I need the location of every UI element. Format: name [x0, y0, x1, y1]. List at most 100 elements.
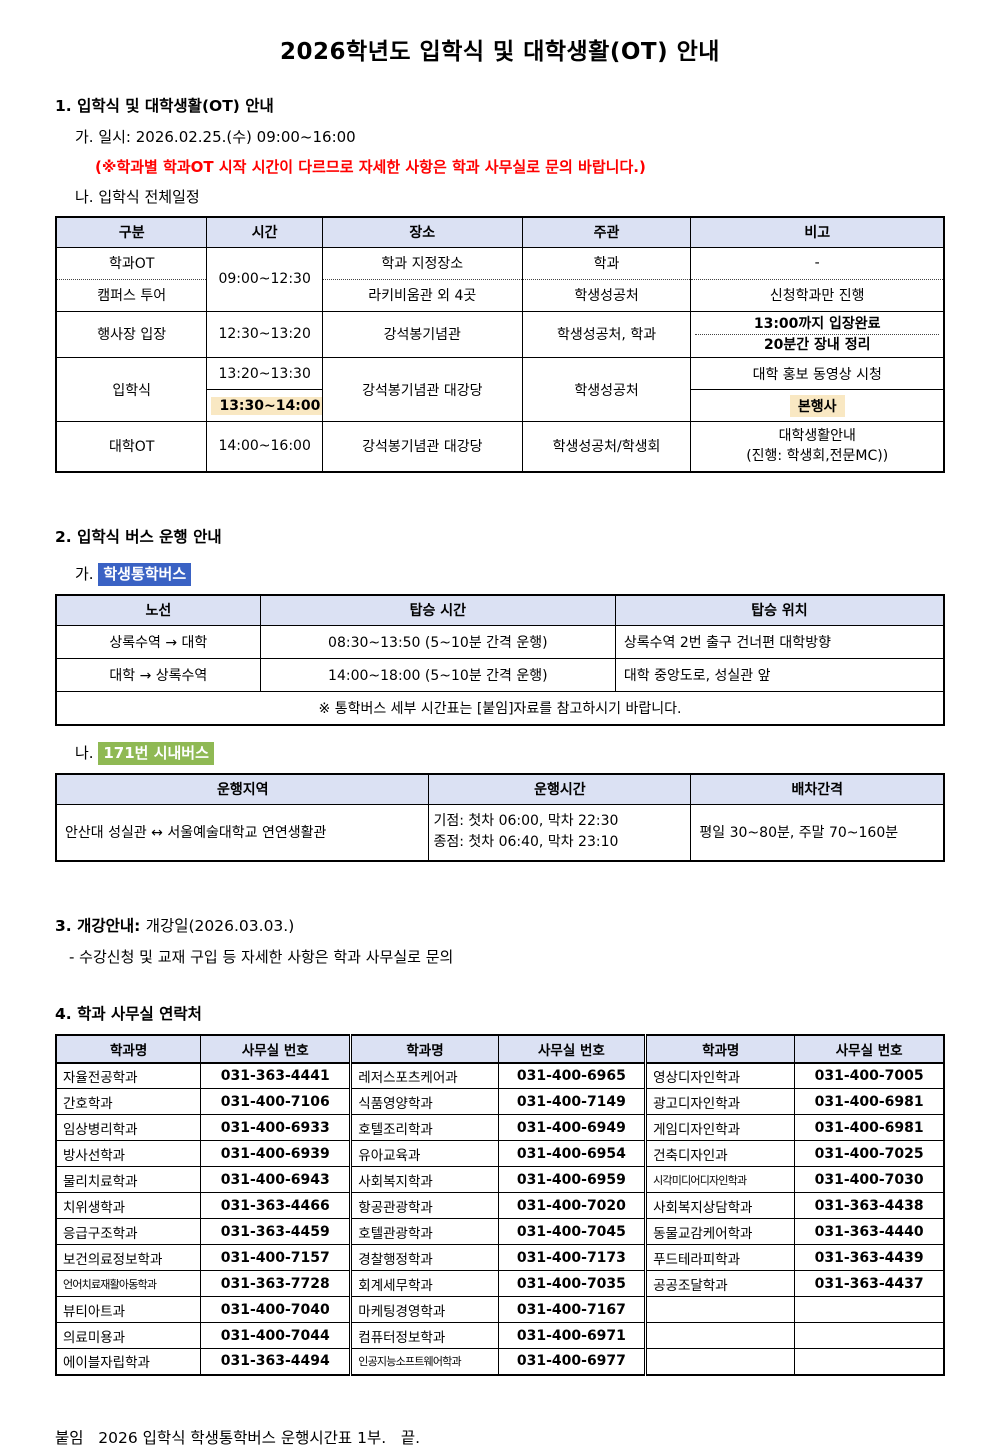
- cell-category: 입학식: [55, 357, 208, 423]
- dept-phone-cell: 031-400-6943: [200, 1166, 352, 1194]
- attachment-footer: 붙임 2026 입학식 학생통학버스 운행시간표 1부. 끝.: [55, 1428, 421, 1447]
- cell-host: 학과: [521, 246, 692, 280]
- schedule-row-ceremony-1: 입학식 13:20~13:30 강석봉기념관 대강당 학생성공처 대학 홍보 동…: [55, 357, 945, 423]
- dept-header-name: 학과명: [644, 1034, 796, 1064]
- dept-phone-cell: 031-363-4466: [200, 1192, 352, 1220]
- city-header-interval: 배차간격: [690, 773, 945, 806]
- schedule-row-univ-ot: 대학OT 14:00~16:00 강석봉기념관 대강당 학생성공처/학생회 대학…: [55, 421, 945, 473]
- schedule-header-place: 장소: [321, 216, 523, 248]
- section3-heading-normal: 개강일(2026.03.03.): [145, 916, 295, 935]
- entrance-note-line2: 20분간 장내 정리: [763, 336, 871, 353]
- city-time-line2: 종점: 첫차 06:40, 막차 23:10: [433, 834, 619, 851]
- city-header-region: 운행지역: [55, 773, 430, 806]
- dept-phone-cell: 031-363-4437: [794, 1270, 945, 1298]
- cell-place: 강석봉기념관: [321, 310, 523, 359]
- dept-name-cell: 게임디자인학과: [644, 1114, 796, 1142]
- dept-phone-cell: [794, 1322, 945, 1350]
- dept-phone-cell: 031-400-6971: [497, 1322, 647, 1350]
- cell-time: 14:00~16:00: [206, 421, 323, 473]
- univ-ot-note-line2: (진행: 학생회,전문MC)): [746, 448, 889, 465]
- shuttle-row: 상록수역 → 대학 08:30~13:50 (5~10분 간격 운행) 상록수역…: [55, 625, 945, 660]
- dept-name-cell: 영상디자인학과: [644, 1062, 796, 1090]
- dept-phone-cell: 031-400-6981: [794, 1088, 945, 1116]
- schedule-header-note: 비고: [690, 216, 945, 248]
- cell-note: -: [690, 246, 945, 280]
- cell-time: 12:30~13:20: [206, 310, 323, 359]
- schedule-header-host: 주관: [521, 216, 692, 248]
- dept-phone-cell: 031-400-7167: [497, 1296, 647, 1324]
- cell-time: 14:00~18:00 (5~10분 간격 운행): [259, 658, 616, 693]
- shuttle-bus-table: 노선 탑승 시간 탑승 위치 상록수역 → 대학 08:30~13:50 (5~…: [55, 593, 945, 726]
- cell-host: 학생성공처, 학과: [521, 310, 692, 359]
- dept-phone-cell: 031-400-6981: [794, 1114, 945, 1142]
- schedule-header-category: 구분: [55, 216, 208, 248]
- cell-time-merged: 09:00~12:30: [206, 246, 323, 312]
- shuttle-header-location: 탑승 위치: [614, 594, 945, 627]
- dept-name-cell: 시각미디어디자인학과: [644, 1166, 796, 1194]
- dept-phone-cell: 031-400-6939: [200, 1140, 352, 1168]
- shuttle-bus-label: 가. 학생통학버스: [75, 562, 945, 586]
- dept-row: 치위생학과 031-363-4466 항공관광학과 031-400-7020 사회복지상…: [55, 1192, 945, 1220]
- city-header-time: 운행시간: [428, 773, 692, 806]
- dept-phone-cell: 031-400-6959: [497, 1166, 647, 1194]
- dept-name-cell: 언어치료재활아동학과: [55, 1270, 202, 1298]
- cell-note: 대학 홍보 동영상 시청: [690, 357, 945, 391]
- dept-row: 언어치료재활아동학과 031-363-7728 회계세무학과 031-400-7035…: [55, 1270, 945, 1298]
- section1-date-line: 가. 일시: 2026.02.25.(수) 09:00~16:00: [75, 128, 356, 146]
- dept-row: 간호학과 031-400-7106 식품영양학과 031-400-7149 광고디자인학…: [55, 1088, 945, 1116]
- dept-name-cell: 레저스포츠케어과: [349, 1062, 499, 1090]
- cell-route: 상록수역 → 대학: [55, 625, 261, 660]
- dept-phone-cell: 031-363-4494: [200, 1348, 352, 1376]
- dept-name-cell: 뷰티아트과: [55, 1296, 202, 1324]
- cell-note-highlighted: 본행사: [690, 389, 945, 423]
- section4-heading: 4. 학과 사무실 연락처: [55, 1004, 202, 1023]
- cell-category: 대학OT: [55, 421, 208, 473]
- dept-phone-cell: 031-363-7728: [200, 1270, 352, 1298]
- cell-place: 라키비움관 외 4곳: [321, 278, 523, 312]
- shuttle-header-time: 탑승 시간: [259, 594, 616, 627]
- schedule-row-ceremony-2: 13:30~14:00 본행사: [56, 389, 945, 423]
- cell-category: 학과OT: [55, 246, 208, 280]
- dept-name-cell: [644, 1348, 796, 1376]
- city-label-prefix: 나.: [75, 743, 94, 762]
- dept-header-phone: 사무실 번호: [794, 1034, 945, 1064]
- dept-name-cell: 사회복지상담학과: [644, 1192, 796, 1220]
- dept-name-cell: 유아교육과: [349, 1140, 499, 1168]
- cell-operating-time: 기점: 첫차 06:00, 막차 22:30 종점: 첫차 06:40, 막차 …: [428, 804, 692, 862]
- cell-note-stacked: 13:00까지 입장완료 20분간 장내 정리: [690, 310, 945, 359]
- dept-phone-cell: 031-400-6977: [497, 1348, 647, 1376]
- cell-host: 학생성공처: [521, 278, 692, 312]
- dept-phone-cell: 031-363-4438: [794, 1192, 945, 1220]
- dept-name-cell: 건축디자인과: [644, 1140, 796, 1168]
- section2-heading: 2. 입학식 버스 운행 안내: [55, 527, 222, 546]
- dept-name-cell: 응급구조학과: [55, 1218, 202, 1246]
- shuttle-label-prefix: 가.: [75, 564, 94, 583]
- dept-phone-cell: 031-400-7173: [497, 1244, 647, 1272]
- dept-header-row: 학과명 사무실 번호 학과명 사무실 번호 학과명 사무실 번호: [55, 1034, 945, 1064]
- schedule-table: 구분 시간 장소 주관 비고 학과OT 09:00~12:30 학과 지정장소 …: [55, 216, 945, 473]
- dept-phone-cell: 031-400-7106: [200, 1088, 352, 1116]
- dept-name-cell: 푸드테라피학과: [644, 1244, 796, 1272]
- dept-row: 물리치료학과 031-400-6943 사회복지학과 031-400-6959 시각미디…: [55, 1166, 945, 1194]
- shuttle-header-route: 노선: [55, 594, 261, 627]
- dept-phone-cell: 031-400-7044: [200, 1322, 352, 1350]
- cell-host: 학생성공처/학생회: [521, 421, 692, 473]
- section1-red-note: (※학과별 학과OT 시작 시간이 다르므로 자세한 사항은 학과 사무실로 문…: [95, 158, 646, 176]
- city-bus-row: 안산대 성실관 ↔ 서울예술대학교 연연생활관 기점: 첫차 06:00, 막차…: [55, 804, 945, 862]
- cell-time: 08:30~13:50 (5~10분 간격 운행): [259, 625, 616, 660]
- dept-phone-cell: 031-400-7005: [794, 1062, 945, 1090]
- dept-name-cell: 방사선학과: [55, 1140, 202, 1168]
- dept-phone-cell: 031-400-7035: [497, 1270, 647, 1298]
- dept-name-cell: 인공지능소프트웨어학과: [349, 1348, 499, 1376]
- city-bus-table: 운행지역 운행시간 배차간격 안산대 성실관 ↔ 서울예술대학교 연연생활관 기…: [55, 772, 945, 862]
- shuttle-header-row: 노선 탑승 시간 탑승 위치: [55, 594, 945, 627]
- dept-row: 보건의료정보학과 031-400-7157 경찰행정학과 031-400-7173 푸드…: [55, 1244, 945, 1272]
- dept-phone-cell: 031-400-7045: [497, 1218, 647, 1246]
- dept-header-name: 학과명: [349, 1034, 499, 1064]
- cell-region: 안산대 성실관 ↔ 서울예술대학교 연연생활관: [55, 804, 430, 862]
- department-contact-table: 학과명 사무실 번호 학과명 사무실 번호 학과명 사무실 번호 자율전공학과 0…: [55, 1033, 945, 1376]
- dept-phone-cell: [794, 1348, 945, 1376]
- dept-name-cell: 항공관광학과: [349, 1192, 499, 1220]
- shuttle-row: 대학 → 상록수역 14:00~18:00 (5~10분 간격 운행) 대학 중…: [55, 658, 945, 693]
